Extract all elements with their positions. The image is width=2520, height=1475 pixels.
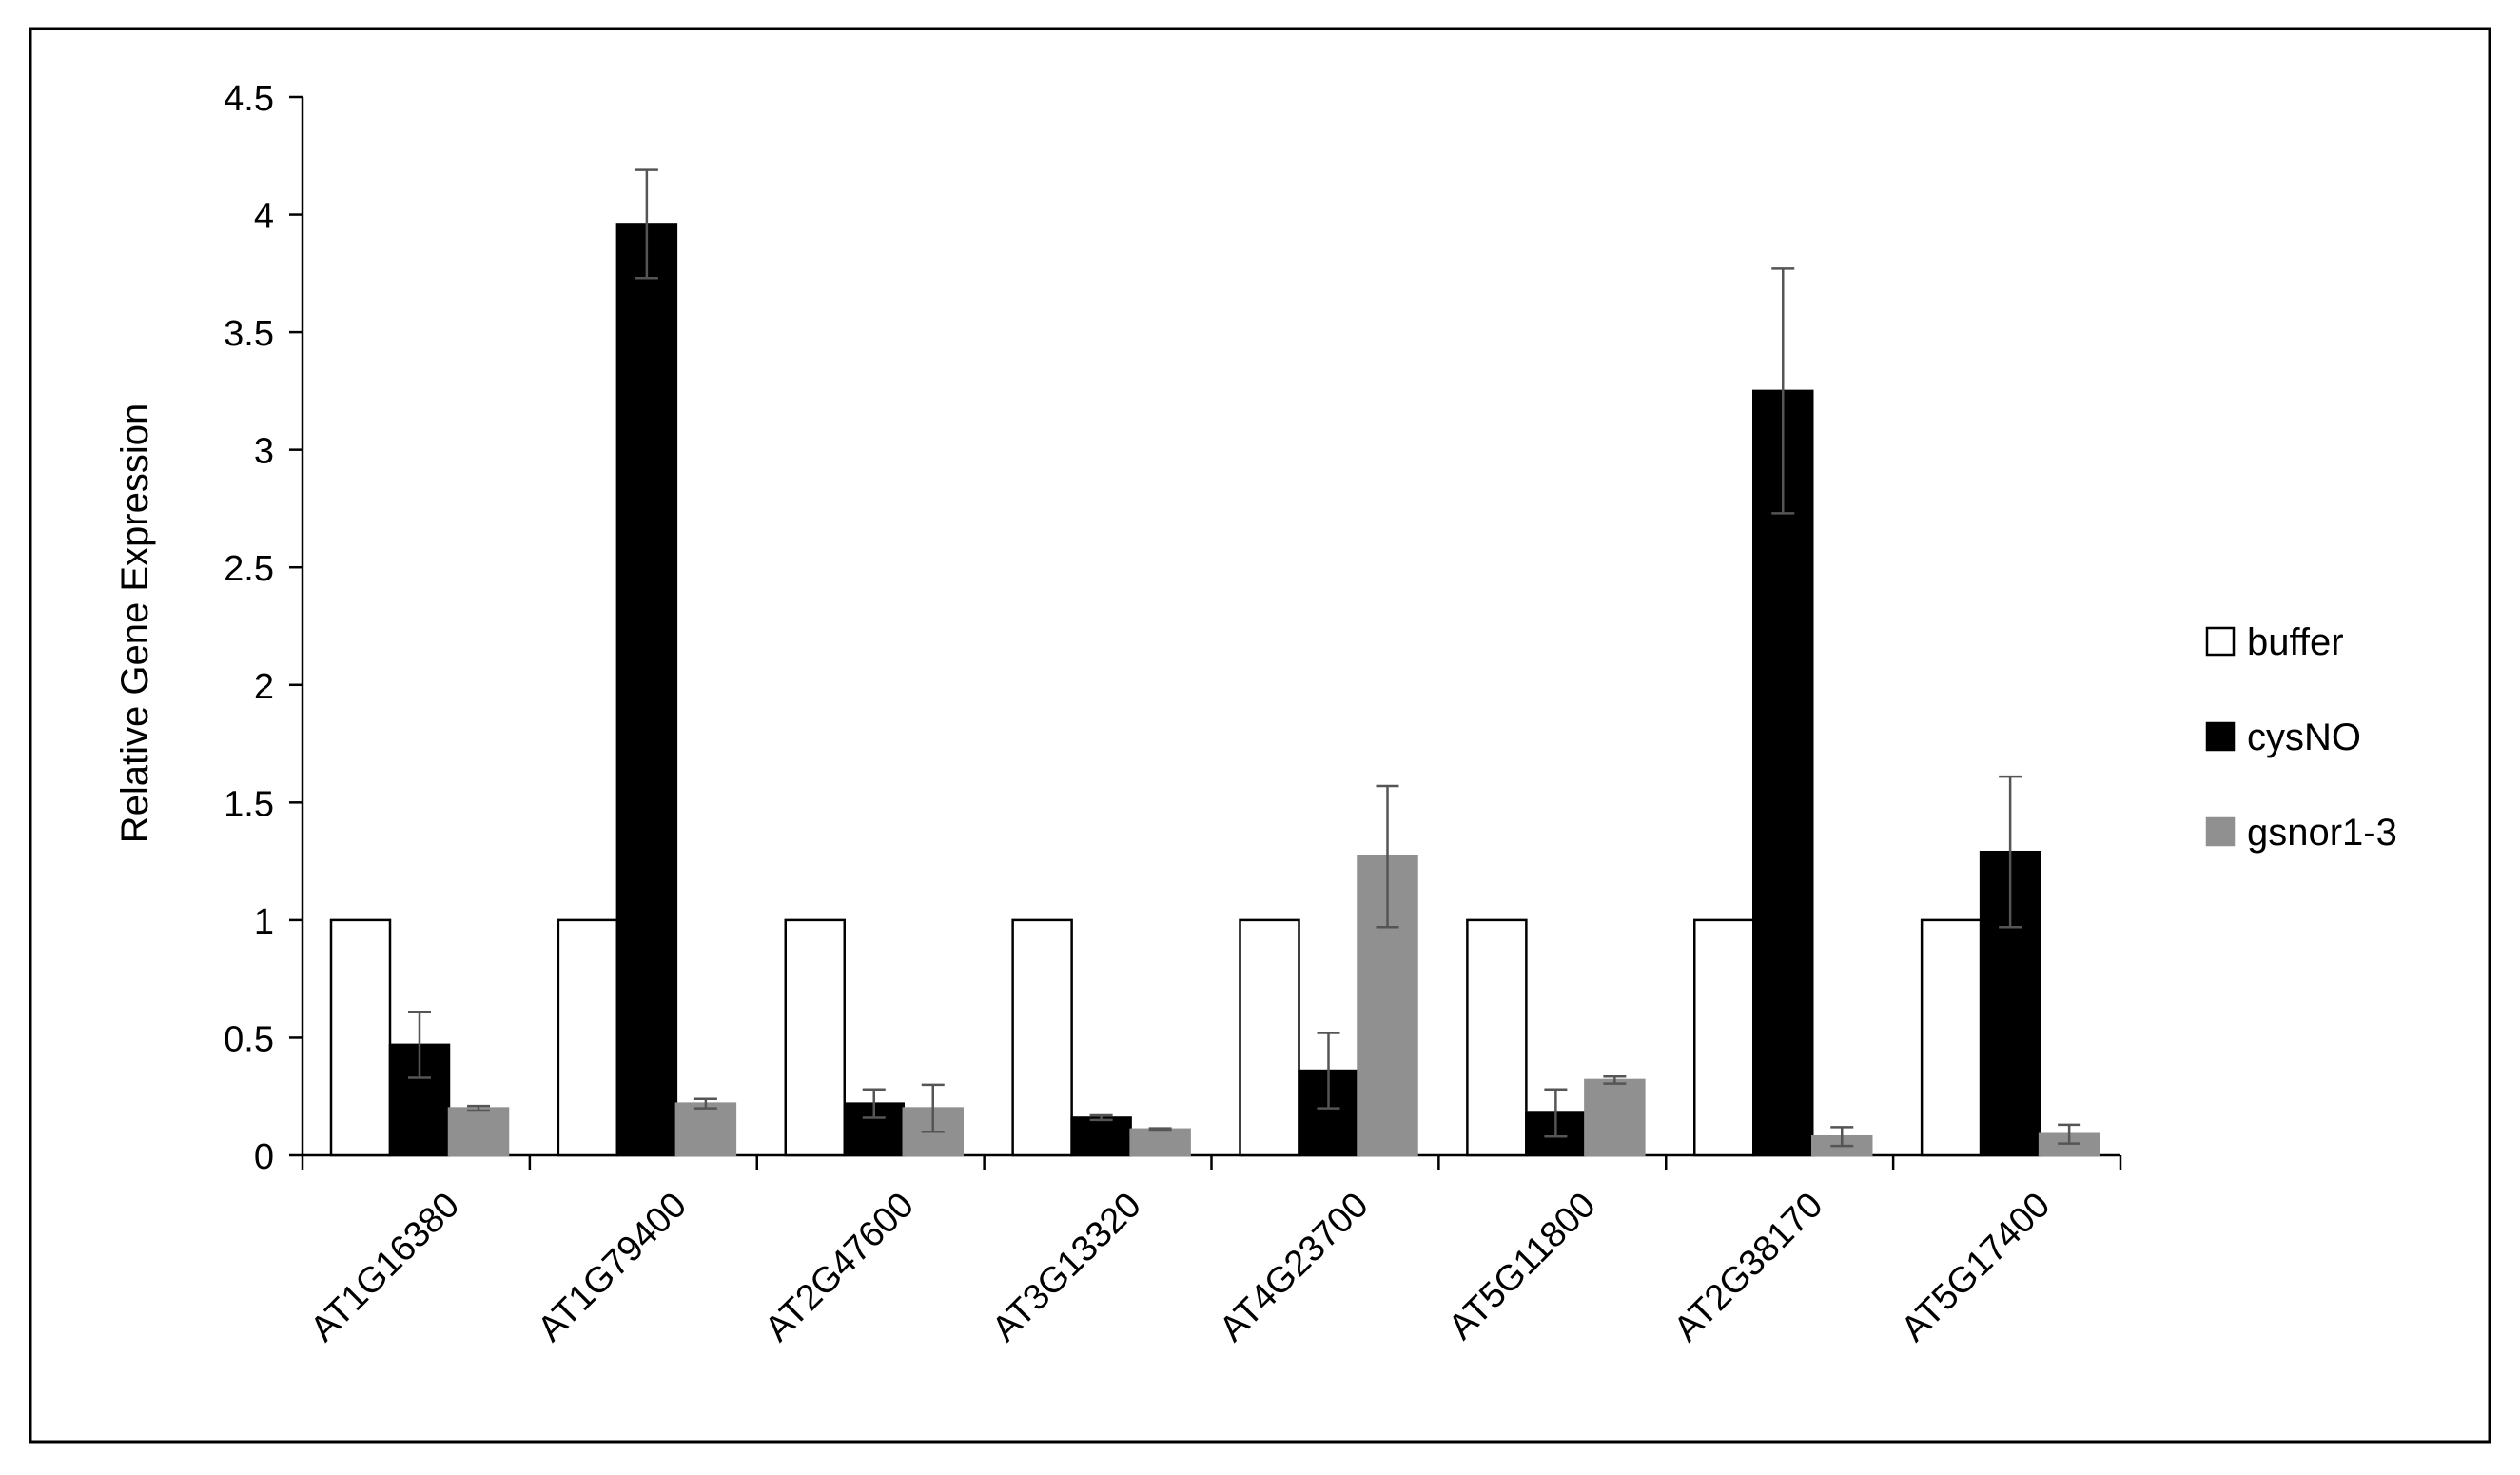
y-tick-label: 2.5 <box>224 549 274 589</box>
y-tick-label: 3.5 <box>224 314 274 354</box>
bar-buffer-AT4G23700 <box>1239 918 1300 1157</box>
y-tick-label: 3 <box>254 432 274 472</box>
bar-buffer-AT5G11800 <box>1466 918 1528 1157</box>
bar-gsnor1-3-AT3G13320 <box>1129 1128 1191 1157</box>
bar-gsnor1-3-AT1G16380 <box>447 1107 510 1157</box>
y-tick-label: 4.5 <box>224 79 274 119</box>
bar-buffer-AT1G79400 <box>557 918 619 1157</box>
legend-swatch-cysNO <box>2205 721 2236 752</box>
legend-label-cysNO: cysNO <box>2247 717 2361 758</box>
bar-buffer-AT3G13320 <box>1011 918 1073 1157</box>
y-tick-label: 1.5 <box>224 784 274 824</box>
legend-swatch-gsnor1-3 <box>2205 816 2236 847</box>
bar-cysNO-AT3G13320 <box>1070 1116 1132 1157</box>
bar-buffer-AT5G17400 <box>1920 918 1983 1157</box>
chart-frame <box>29 27 2491 1444</box>
y-tick-label: 0 <box>254 1137 274 1177</box>
y-tick-label: 1 <box>254 902 274 942</box>
bar-buffer-AT2G38170 <box>1693 918 1755 1157</box>
y-tick-label: 2 <box>254 667 274 707</box>
legend-label-gsnor1-3: gsnor1-3 <box>2247 812 2397 854</box>
bar-gsnor1-3-AT1G79400 <box>674 1102 737 1157</box>
error-bars <box>408 168 2081 1148</box>
y-axis-label: Relative Gene Expression <box>114 403 156 843</box>
legend-label-buffer: buffer <box>2247 621 2344 663</box>
bar-gsnor1-3-AT5G11800 <box>1584 1078 1646 1157</box>
bar-cysNO-AT1G79400 <box>615 223 678 1157</box>
bar-buffer-AT2G47600 <box>784 918 846 1157</box>
legend: buffer cysNO gsnor1-3 <box>2205 621 2397 854</box>
bar-cysNO-AT2G38170 <box>1752 389 1814 1157</box>
y-tick-label: 4 <box>254 197 274 237</box>
bar-buffer-AT1G16380 <box>329 918 392 1157</box>
y-tick-label: 0.5 <box>224 1019 274 1059</box>
legend-swatch-buffer <box>2205 626 2236 657</box>
